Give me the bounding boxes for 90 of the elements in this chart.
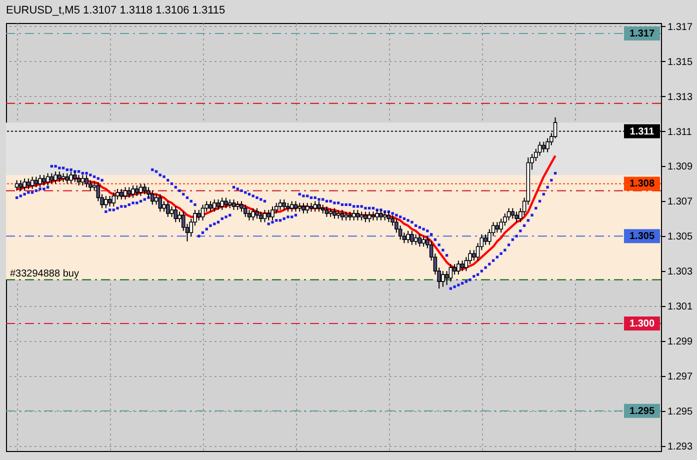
candlestick	[452, 264, 456, 276]
candlestick	[317, 200, 321, 212]
candlestick	[418, 234, 422, 248]
candlestick	[352, 209, 356, 221]
candlestick	[258, 211, 263, 223]
y-tick-label: 1.299	[668, 336, 693, 348]
y-tick-label: 1.293	[668, 441, 693, 452]
candlestick	[243, 204, 248, 218]
candlestick	[26, 178, 30, 190]
candlestick	[448, 264, 453, 282]
candlestick	[22, 178, 26, 192]
candlestick	[196, 209, 201, 221]
candlestick	[30, 176, 34, 190]
candlestick	[112, 192, 116, 207]
candlestick	[131, 184, 135, 198]
candlestick	[200, 204, 205, 221]
candlestick	[356, 209, 360, 221]
y-tick-label: 1.315	[668, 56, 693, 68]
candlestick	[54, 170, 58, 184]
candlestick	[123, 186, 128, 200]
candlestick	[514, 211, 518, 223]
y-tick-label: 1.295	[668, 406, 693, 418]
candlestick	[278, 198, 282, 210]
candlestick	[46, 172, 50, 186]
ref-line-label: 1.305	[629, 231, 655, 242]
candlestick	[170, 206, 174, 218]
candlestick	[495, 222, 500, 234]
candlestick	[406, 230, 410, 244]
candlestick	[104, 195, 108, 209]
candlestick	[410, 230, 414, 246]
candlestick	[302, 202, 306, 214]
y-tick-label: 1.303	[668, 266, 693, 278]
candlestick	[460, 260, 464, 272]
y-tick-label: 1.313	[668, 92, 693, 103]
candlestick	[313, 200, 317, 212]
candlestick	[441, 270, 445, 288]
candlestick	[138, 183, 143, 196]
ref-line-label: 1.317	[629, 28, 655, 40]
candlestick	[332, 208, 336, 220]
candlestick	[340, 209, 344, 221]
candlestick	[42, 174, 46, 186]
candlestick	[120, 188, 124, 200]
candlestick	[224, 197, 228, 209]
candlestick	[158, 194, 162, 212]
ref-line-label: 1.300	[629, 318, 655, 330]
candlestick	[135, 184, 139, 196]
ref-line-label: 1.311	[630, 126, 655, 138]
candlestick	[422, 236, 426, 248]
candlestick	[142, 183, 147, 195]
candlestick	[232, 198, 236, 210]
candlestick	[364, 211, 368, 223]
candlestick	[251, 208, 256, 221]
ref-line-label: 1.295	[629, 406, 655, 417]
candlestick	[270, 206, 274, 221]
candlestick	[379, 209, 383, 221]
candlestick	[444, 270, 449, 286]
candlestick	[58, 170, 62, 182]
candlestick	[166, 200, 170, 218]
y-tick-label: 1.301	[668, 302, 693, 313]
line-series	[16, 154, 556, 270]
candlestick	[108, 195, 112, 207]
candlestick	[174, 206, 178, 223]
annotation: #33294888 buy	[10, 268, 79, 280]
candlestick	[305, 202, 310, 214]
candlestick	[38, 174, 42, 188]
candlestick	[262, 209, 267, 223]
candlestick	[414, 234, 418, 246]
y-tick-label: 1.317	[668, 22, 693, 33]
candlestick	[208, 200, 212, 212]
candlestick	[484, 234, 488, 246]
y-tick-label: 1.307	[668, 196, 693, 208]
candlestick	[150, 190, 154, 206]
candlestick	[282, 198, 286, 210]
y-tick-label: 1.311	[668, 126, 692, 138]
chart-title: EURUSD_t,M5 1.3107 1.3118 1.3106 1.3115	[6, 4, 226, 16]
candlestick	[255, 208, 259, 220]
candlestick	[290, 200, 294, 212]
y-tick-label: 1.305	[668, 232, 693, 243]
y-tick-label: 1.297	[668, 371, 693, 382]
candlestick	[220, 197, 224, 210]
candlestick	[472, 250, 476, 262]
candlestick	[76, 174, 81, 186]
candlestick	[216, 198, 220, 210]
y-tick-label: 1.309	[668, 162, 693, 173]
candlestick	[162, 200, 166, 212]
candlestick	[212, 198, 216, 212]
ref-line-label: 1.308	[629, 178, 655, 190]
candlestick	[324, 206, 329, 218]
candlestick	[266, 209, 271, 221]
candlestick	[456, 260, 460, 276]
